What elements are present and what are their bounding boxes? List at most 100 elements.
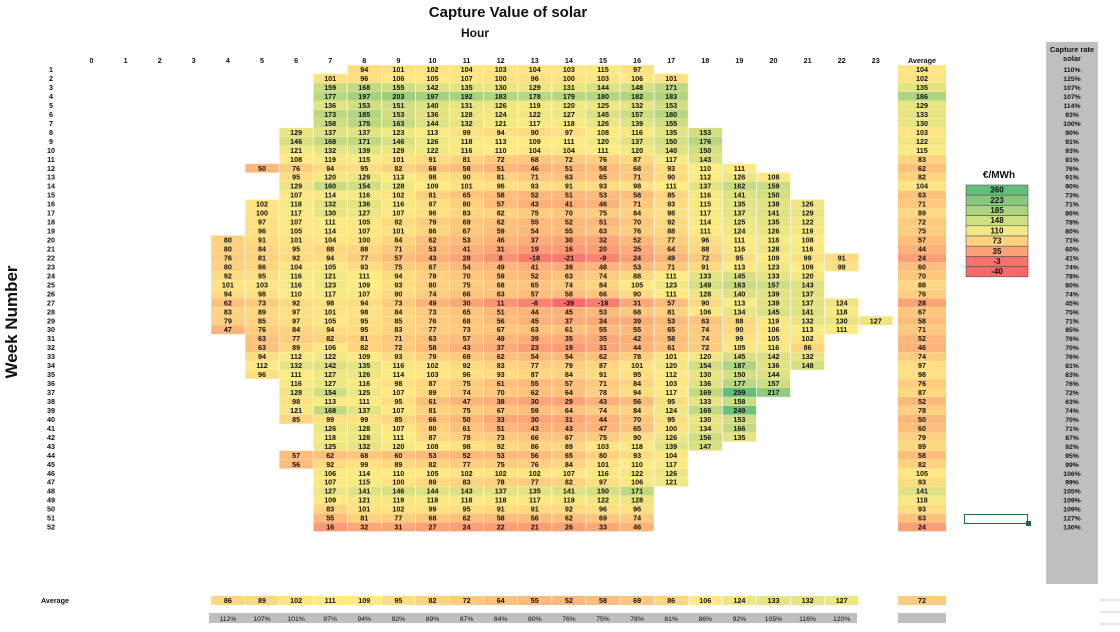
heatmap-cell <box>279 199 313 209</box>
heatmap-cell <box>279 396 313 406</box>
heatmap-cell <box>790 280 825 290</box>
cell-value: 101 <box>358 505 370 514</box>
heatmap-cell <box>381 83 416 92</box>
cell-value: 89 <box>258 307 266 316</box>
heatmap-cell <box>756 343 791 352</box>
cell-value: 92 <box>565 505 573 514</box>
heatmap-cell <box>722 307 757 317</box>
heatmap-cell <box>552 181 586 191</box>
cell-value: 103 <box>665 379 677 388</box>
cell-value: 136 <box>768 361 780 370</box>
cell-value: 66 <box>429 415 437 424</box>
heatmap-cell <box>381 504 416 514</box>
hour-rate-value: 89% <box>426 616 440 623</box>
heatmap-cell <box>552 253 586 263</box>
heatmap-cell <box>722 334 757 343</box>
row-average-cell <box>898 513 946 523</box>
cell-value: 105 <box>290 227 302 236</box>
cell-value: 74 <box>463 388 471 397</box>
heatmap-cell <box>313 495 347 505</box>
heatmap-cell <box>586 109 620 119</box>
heatmap-cell <box>586 352 620 361</box>
heatmap-cell <box>245 271 279 281</box>
heatmap-cell <box>381 441 416 451</box>
row-average-value: 115 <box>916 146 928 155</box>
heatmap-cell <box>654 441 688 451</box>
heatmap-cell <box>654 477 688 487</box>
heatmap-cell <box>552 92 586 101</box>
heatmap-cell <box>518 388 552 397</box>
heatmap-cell <box>415 495 450 505</box>
cell-value: 61 <box>667 343 675 352</box>
selected-cell[interactable] <box>964 514 1028 524</box>
heatmap-cell <box>518 316 552 326</box>
heatmap-cell <box>688 307 722 317</box>
cell-value: 146 <box>392 137 404 146</box>
row-average-cell <box>898 244 946 254</box>
cell-value: 62 <box>599 352 607 361</box>
heatmap-cell <box>245 316 279 326</box>
heatmap-cell <box>518 163 552 173</box>
cell-value: 75 <box>531 209 539 218</box>
heatmap-cell <box>552 65 586 74</box>
heatmap-cell <box>415 199 450 209</box>
cell-value: 129 <box>392 146 404 155</box>
row-average-cell <box>898 109 946 119</box>
heatmap-cell <box>279 352 313 361</box>
heatmap-cell <box>313 388 347 397</box>
cell-value: 105 <box>324 262 336 271</box>
cell-value: 126 <box>495 101 507 110</box>
cell-value: 113 <box>495 137 507 146</box>
heatmap-cell <box>552 504 586 514</box>
cell-value: 75 <box>463 379 471 388</box>
heatmap-cell <box>654 118 688 128</box>
heatmap-cell <box>347 83 381 92</box>
heatmap-cell <box>415 226 450 236</box>
cell-value: 145 <box>733 352 745 361</box>
cell-value: 85 <box>292 415 300 424</box>
heatmap-cell <box>620 379 654 388</box>
cell-value: 95 <box>667 397 675 406</box>
heatmap-cell <box>586 486 620 496</box>
heatmap-cell <box>279 325 313 335</box>
hour-rate-value: 76% <box>562 616 576 623</box>
heatmap-cell <box>552 388 586 397</box>
heatmap-cell <box>347 486 381 496</box>
heatmap-cell <box>586 388 620 397</box>
cell-value: -18 <box>530 253 540 262</box>
heatmap-cell <box>484 181 518 191</box>
heatmap-cell <box>552 361 586 370</box>
cell-value: 58 <box>667 334 675 343</box>
heatmap-cell <box>245 235 279 245</box>
cell-value: 83 <box>326 505 334 514</box>
cell-value: 82 <box>429 460 437 469</box>
row-average-cell <box>898 352 946 361</box>
cell-value: 127 <box>870 316 882 325</box>
cell-value: 157 <box>768 280 780 289</box>
heatmap-cell <box>449 379 484 388</box>
cell-value: 126 <box>427 137 439 146</box>
cell-value: 70 <box>633 218 641 227</box>
cell-value: 78 <box>633 352 641 361</box>
heatmap-cell <box>381 405 416 415</box>
heatmap-cell <box>484 432 518 442</box>
capture-rate-value: 81% <box>1065 363 1079 370</box>
legend-label: -3 <box>993 257 1001 266</box>
cell-value: 116 <box>631 128 643 137</box>
row-average-value: 89 <box>918 209 926 218</box>
heatmap-cell <box>688 199 722 209</box>
cell-value: 51 <box>565 191 573 200</box>
heatmap-cell <box>381 343 416 352</box>
fill-handle[interactable] <box>1026 521 1031 526</box>
cell-value: 111 <box>700 227 711 236</box>
heatmap-cell <box>552 83 586 92</box>
heatmap-cell <box>518 83 552 92</box>
heatmap-cell <box>620 307 654 317</box>
cell-value: 146 <box>290 137 302 146</box>
cell-value: 8 <box>499 253 503 262</box>
hour-average-cell <box>279 596 313 605</box>
heatmap-cell <box>211 325 245 335</box>
heatmap-cell <box>654 226 688 236</box>
row-average-value: 79 <box>918 433 926 442</box>
cell-value: 132 <box>324 200 336 209</box>
